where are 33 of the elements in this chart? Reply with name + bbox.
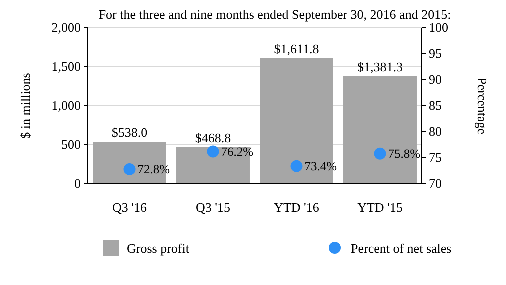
point [124,163,136,176]
point [374,148,386,160]
data-label: 76.2% [221,144,254,159]
data-label: $1,611.8 [274,41,320,56]
data-label: $468.8 [195,130,232,146]
y-tick-label: 500 [62,137,81,152]
y-tick-label: 2,000 [52,20,81,35]
y2-tick-label: 75 [429,150,442,165]
y2-tick-label: 85 [429,98,442,113]
x-tick-label: YTD '16 [274,200,320,215]
y2-axis-title: Percentage [475,77,490,135]
data-label: 75.8% [388,146,421,161]
point [207,146,220,158]
y2-tick-label: 80 [429,124,442,139]
y-tick-label: 1,000 [52,98,81,113]
data-label: 72.8% [138,162,170,176]
point [290,160,303,172]
y2-tick-label: 95 [429,46,442,61]
data-label: $538.0 [112,125,148,140]
legend-label: Percent of net sales [351,241,452,256]
chart-title: For the three and nine months ended September 30, 2016 and 2015: [98,7,452,22]
y-tick-label: 0 [74,176,81,191]
y-tick-label: 1,500 [52,59,81,74]
y2-tick-label: 100 [429,20,448,35]
y2-tick-label: 70 [429,176,442,191]
y2-tick-label: 90 [429,72,442,87]
data-label: $1,381.3 [358,59,403,74]
x-tick-label: Q3 '15 [196,200,230,215]
y-axis-title: $ in millions [18,73,33,139]
data-label: 73.4% [304,159,338,174]
x-tick-label: YTD '15 [358,200,403,215]
x-tick-label: Q3 '16 [112,200,148,215]
legend-label: Gross profit [127,241,190,256]
